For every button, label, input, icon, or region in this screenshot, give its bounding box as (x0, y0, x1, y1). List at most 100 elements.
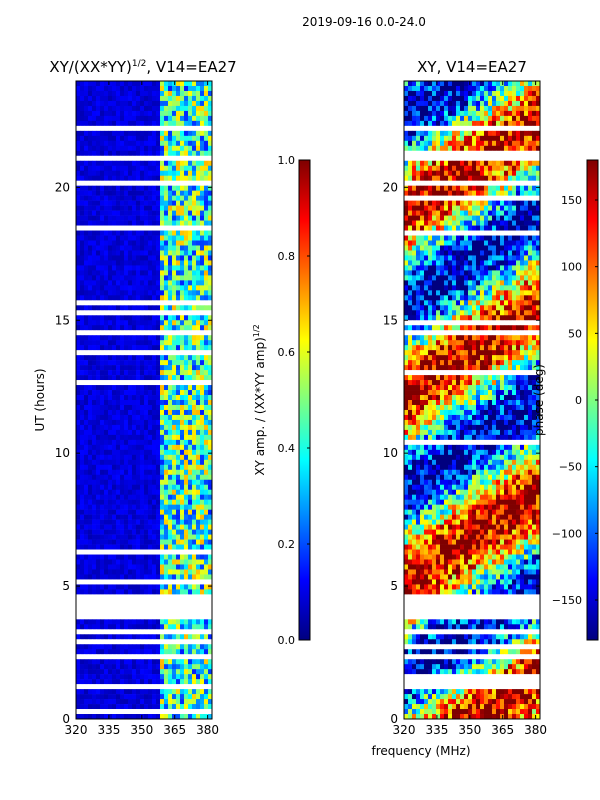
heatmap-cell (84, 235, 89, 241)
heatmap-cell (180, 365, 185, 371)
heatmap-cell (164, 400, 169, 406)
heatmap-cell (136, 370, 141, 376)
heatmap-cell (172, 409, 177, 416)
heatmap-cell (96, 629, 101, 635)
heatmap-cell (136, 714, 141, 720)
heatmap-cell (96, 424, 101, 431)
heatmap-cell (160, 200, 165, 206)
heatmap-cell (124, 235, 129, 241)
heatmap-cell (196, 145, 201, 152)
heatmap-cell (96, 619, 101, 625)
heatmap-cell (92, 599, 97, 605)
heatmap-cell (484, 145, 489, 152)
heatmap-cell (188, 459, 193, 466)
heatmap-cell (192, 404, 197, 411)
heatmap-cell (148, 499, 153, 505)
heatmap-cell (96, 135, 101, 142)
heatmap-cell (160, 514, 165, 520)
heatmap-cell (172, 544, 177, 550)
heatmap-cell (148, 255, 153, 261)
heatmap-cell (160, 140, 165, 147)
heatmap-cell (108, 330, 113, 336)
heatmap-cell (156, 400, 161, 406)
heatmap-cell (100, 504, 105, 510)
heatmap-cell (136, 210, 141, 216)
heatmap-cell (196, 674, 201, 680)
heatmap-cell (108, 100, 113, 107)
heatmap-cell (196, 365, 201, 371)
heatmap-cell (156, 474, 161, 481)
heatmap-cell (148, 569, 153, 575)
heatmap-cell (176, 385, 181, 391)
heatmap-cell (80, 170, 85, 176)
heatmap-cell (100, 90, 105, 97)
heatmap-cell (88, 310, 93, 316)
heatmap-cell (168, 110, 173, 117)
heatmap-cell (112, 225, 117, 231)
heatmap-cell (408, 110, 413, 117)
heatmap-cell (200, 150, 205, 157)
heatmap-cell (104, 649, 109, 655)
heatmap-cell (204, 225, 209, 231)
heatmap-cell (168, 155, 173, 162)
heatmap-cell (188, 385, 193, 391)
heatmap-cell (120, 644, 125, 650)
heatmap-cell (108, 514, 113, 520)
heatmap-cell (124, 250, 129, 256)
heatmap-cell (152, 195, 157, 201)
heatmap-cell (88, 260, 93, 266)
heatmap-cell (108, 549, 113, 555)
heatmap-cell (136, 105, 141, 112)
heatmap-cell (204, 574, 209, 580)
heatmap-cell (116, 400, 121, 406)
heatmap-cell (188, 689, 193, 695)
heatmap-cell (188, 464, 193, 471)
heatmap-cell (444, 85, 449, 92)
heatmap-cell (136, 589, 141, 595)
heatmap-cell (472, 135, 477, 142)
heatmap-cell (80, 499, 85, 505)
heatmap-cell (136, 419, 141, 426)
heatmap-cell (200, 115, 205, 122)
heatmap-cell (112, 265, 117, 271)
heatmap-cell (120, 355, 125, 361)
heatmap-cell (184, 424, 189, 431)
heatmap-cell (100, 409, 105, 416)
heatmap-cell (136, 579, 141, 585)
heatmap-cell (80, 100, 85, 107)
heatmap-cell (160, 385, 165, 391)
heatmap-cell (156, 449, 161, 456)
heatmap-cell (196, 709, 201, 715)
heatmap-cell (192, 105, 197, 112)
heatmap-cell (124, 175, 129, 181)
heatmap-cell (112, 81, 117, 87)
heatmap-cell (476, 145, 481, 152)
heatmap-cell (156, 170, 161, 176)
heatmap-cell (176, 604, 181, 610)
heatmap-cell (132, 90, 137, 97)
heatmap-cell (172, 125, 177, 132)
heatmap-cell (528, 81, 533, 87)
heatmap-cell (84, 335, 89, 341)
heatmap-cell (100, 414, 105, 421)
heatmap-cell (176, 714, 181, 720)
heatmap-cell (204, 624, 209, 630)
heatmap-cell (140, 160, 145, 167)
heatmap-cell (136, 459, 141, 466)
heatmap-cell (164, 335, 169, 341)
heatmap-cell (100, 170, 105, 176)
heatmap-cell (188, 709, 193, 715)
heatmap-cell (132, 689, 137, 695)
heatmap-cell (84, 504, 89, 510)
heatmap-cell (176, 200, 181, 206)
heatmap-cell (108, 429, 113, 436)
heatmap-cell (144, 439, 149, 446)
heatmap-cell (464, 145, 469, 152)
heatmap-cell (160, 679, 165, 685)
heatmap-cell (112, 290, 117, 296)
heatmap-cell (156, 409, 161, 416)
heatmap-cell (172, 180, 177, 186)
heatmap-cell (200, 494, 205, 500)
heatmap-cell (104, 110, 109, 117)
heatmap-cell (76, 105, 81, 112)
